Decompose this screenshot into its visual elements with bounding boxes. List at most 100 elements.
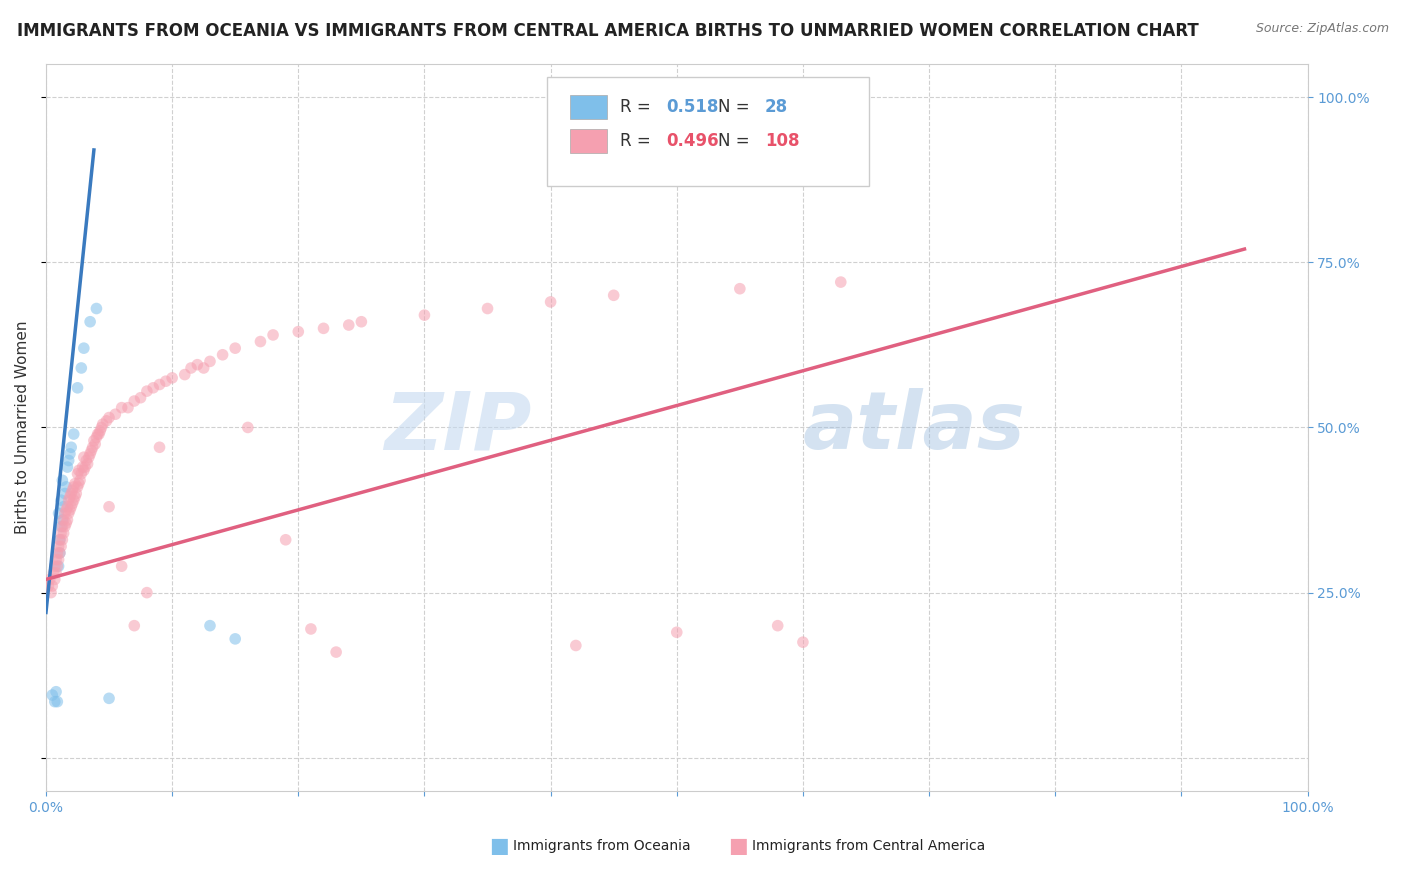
- Text: N =: N =: [718, 98, 755, 116]
- Text: R =: R =: [620, 98, 657, 116]
- Point: [193, 361, 215, 376]
- Point: [728, 282, 751, 296]
- Point: [60, 440, 83, 454]
- FancyBboxPatch shape: [547, 77, 869, 186]
- Point: [42, 566, 65, 580]
- Point: [90, 420, 112, 434]
- Point: [49, 533, 72, 547]
- Point: [565, 639, 588, 653]
- Point: [48, 540, 70, 554]
- Point: [792, 635, 814, 649]
- Text: Immigrants from Central America: Immigrants from Central America: [752, 838, 986, 853]
- Point: [198, 354, 221, 368]
- Point: [75, 453, 97, 467]
- Point: [51, 519, 73, 533]
- Y-axis label: Births to Unmarried Women: Births to Unmarried Women: [15, 321, 30, 534]
- Text: N =: N =: [718, 132, 755, 150]
- Point: [45, 684, 67, 698]
- Point: [104, 407, 127, 421]
- Point: [66, 381, 89, 395]
- Point: [89, 424, 111, 438]
- Point: [79, 447, 101, 461]
- Point: [312, 321, 335, 335]
- Point: [98, 500, 121, 514]
- Point: [49, 493, 72, 508]
- Point: [135, 585, 157, 599]
- Point: [186, 358, 208, 372]
- Point: [55, 480, 77, 494]
- Point: [62, 496, 84, 510]
- Text: IMMIGRANTS FROM OCEANIA VS IMMIGRANTS FROM CENTRAL AMERICA BIRTHS TO UNMARRIED W: IMMIGRANTS FROM OCEANIA VS IMMIGRANTS FR…: [17, 22, 1199, 40]
- Point: [44, 573, 66, 587]
- Point: [262, 328, 284, 343]
- Point: [86, 301, 108, 316]
- Point: [58, 506, 80, 520]
- Text: ■: ■: [728, 836, 748, 855]
- Point: [80, 443, 103, 458]
- Point: [160, 371, 183, 385]
- Point: [46, 559, 69, 574]
- Point: [56, 513, 79, 527]
- Point: [45, 552, 67, 566]
- Point: [155, 374, 177, 388]
- Point: [98, 410, 121, 425]
- Point: [41, 688, 63, 702]
- Text: Source: ZipAtlas.com: Source: ZipAtlas.com: [1256, 22, 1389, 36]
- Point: [98, 691, 121, 706]
- Point: [413, 308, 436, 322]
- Point: [83, 434, 105, 448]
- Point: [224, 341, 246, 355]
- Point: [51, 533, 73, 547]
- Point: [59, 447, 82, 461]
- Point: [69, 473, 91, 487]
- Point: [44, 695, 66, 709]
- Point: [540, 294, 562, 309]
- FancyBboxPatch shape: [569, 129, 607, 153]
- Text: Immigrants from Oceania: Immigrants from Oceania: [513, 838, 690, 853]
- Point: [350, 315, 373, 329]
- Point: [91, 417, 114, 431]
- Point: [148, 377, 170, 392]
- Point: [173, 368, 195, 382]
- Point: [830, 275, 852, 289]
- Point: [59, 490, 82, 504]
- Text: ■: ■: [489, 836, 509, 855]
- Point: [39, 585, 62, 599]
- Point: [124, 394, 146, 409]
- Point: [46, 546, 69, 560]
- Point: [53, 519, 76, 533]
- Point: [299, 622, 322, 636]
- Point: [45, 566, 67, 580]
- Point: [48, 559, 70, 574]
- Text: R =: R =: [620, 132, 657, 150]
- Point: [49, 546, 72, 560]
- Point: [51, 473, 73, 487]
- Point: [56, 500, 79, 514]
- Point: [180, 361, 202, 376]
- Point: [41, 579, 63, 593]
- Point: [148, 440, 170, 454]
- Point: [49, 546, 72, 560]
- Point: [325, 645, 347, 659]
- Point: [46, 695, 69, 709]
- Point: [59, 503, 82, 517]
- Point: [48, 506, 70, 520]
- Point: [274, 533, 297, 547]
- Point: [44, 559, 66, 574]
- Point: [60, 500, 83, 514]
- Point: [67, 463, 90, 477]
- Point: [87, 427, 110, 442]
- Point: [72, 460, 94, 475]
- Point: [602, 288, 624, 302]
- Point: [766, 618, 789, 632]
- Point: [70, 467, 93, 481]
- Point: [60, 486, 83, 500]
- Point: [135, 384, 157, 398]
- Point: [62, 493, 84, 508]
- Point: [142, 381, 165, 395]
- Point: [53, 506, 76, 520]
- Point: [236, 420, 259, 434]
- Point: [62, 480, 84, 494]
- Point: [62, 483, 84, 498]
- Point: [337, 318, 360, 332]
